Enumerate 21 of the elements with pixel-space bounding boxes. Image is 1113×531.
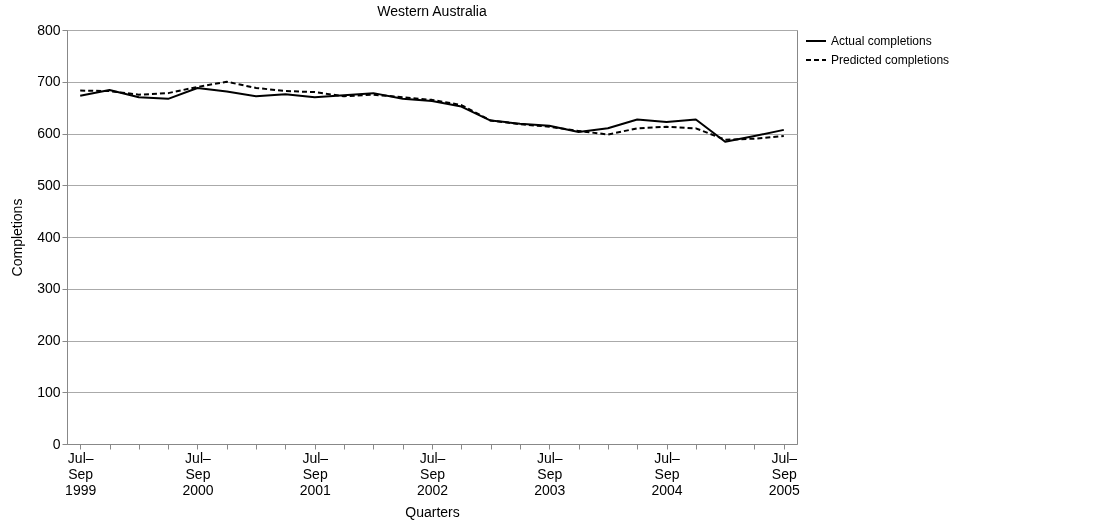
chart-title: Western Australia — [377, 3, 487, 19]
y-tick-label: 100 — [37, 383, 61, 400]
y-tick-label: 300 — [37, 280, 61, 297]
y-tick-label: 800 — [37, 21, 61, 38]
y-tick-label: 500 — [37, 176, 61, 193]
y-tick-label: 0 — [52, 435, 61, 452]
x-tick-label: Jul– Sep 1999 — [65, 449, 97, 498]
y-tick-label: 700 — [37, 73, 61, 90]
y-tick-label: 400 — [37, 228, 61, 245]
x-tick-label: Jul– Sep 2002 — [416, 449, 449, 498]
x-axis-title: Quarters — [405, 503, 460, 520]
x-tick-label: Jul– Sep 2005 — [768, 449, 801, 498]
legend-label: Predicted completions — [831, 53, 950, 67]
x-tick-label: Jul– Sep 2000 — [182, 449, 214, 498]
y-tick-label: 600 — [37, 125, 61, 141]
x-tick-label: Jul– Sep 2001 — [299, 449, 332, 498]
y-axis-title: Completions — [9, 198, 26, 277]
legend-label: Actual completions — [831, 34, 932, 48]
x-tick-label: Jul– Sep 2003 — [534, 449, 566, 498]
x-tick-label: Jul– Sep 2004 — [651, 449, 683, 498]
y-tick-label: 200 — [37, 332, 61, 348]
